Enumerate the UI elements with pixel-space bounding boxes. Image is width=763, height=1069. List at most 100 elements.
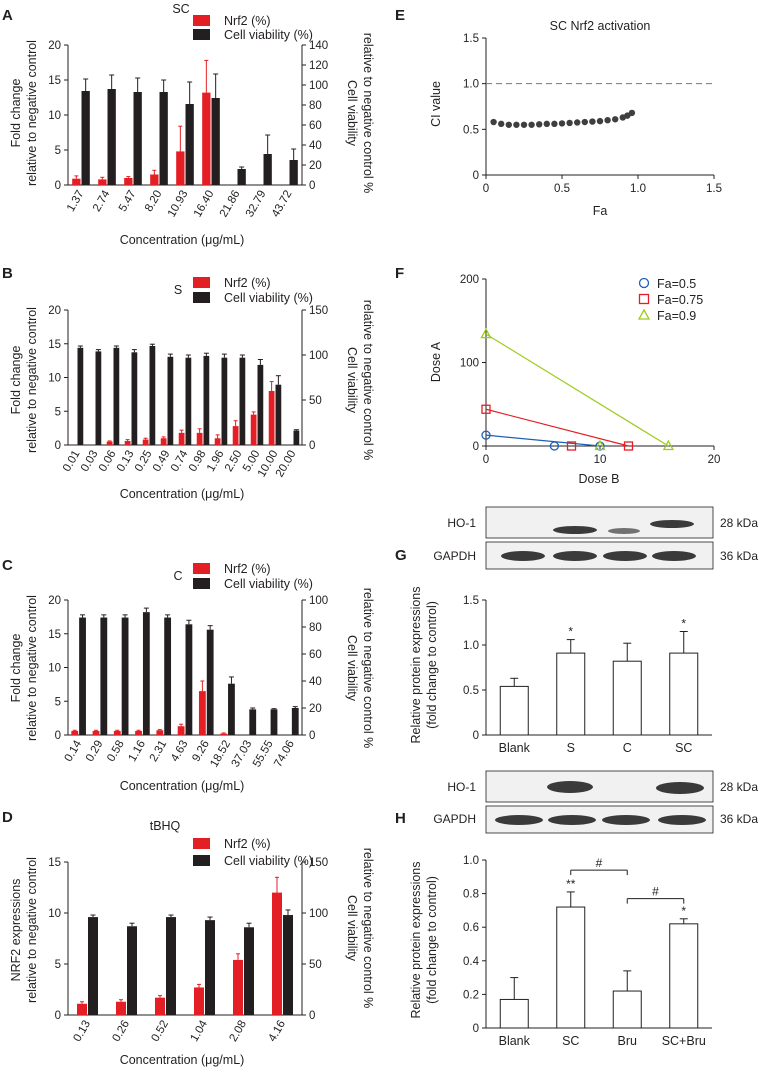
- panel-b-ytick-label: 15: [48, 339, 61, 351]
- panel-c-y2label-line1: Cell viability: [345, 635, 359, 702]
- panel-e-point: [589, 118, 596, 125]
- panel-a-bar-nrf2: [124, 178, 133, 185]
- panel-b-xtick-label: 0.06: [97, 449, 119, 474]
- panel-a-bar-viability: [159, 92, 168, 185]
- panel-e-ylabel: CI value: [429, 81, 443, 127]
- panel-a-ytick-label: 10: [48, 110, 61, 122]
- panel-d-ylabel-line1: NRF2 expressions: [9, 879, 23, 982]
- panel-c-bar-viability: [291, 708, 299, 735]
- panel-h-ytick-label: 0.8: [463, 889, 479, 901]
- panel-c-bar-nrf2: [177, 726, 185, 735]
- panel-e-ytick-label: 0.5: [463, 124, 479, 136]
- panel-d-ytick-label: 5: [55, 959, 61, 971]
- panel-b-bar-nrf2: [268, 391, 275, 445]
- panel-c-xtick-label: 2.31: [148, 739, 170, 764]
- panel-a-y2label-line1: Cell viability: [345, 80, 359, 147]
- panel-c-bar-viability: [206, 629, 214, 735]
- panel-b-legend: Nrf2 (%) Cell viability (%): [193, 276, 313, 305]
- panel-g-significance-mark: *: [568, 625, 573, 639]
- panel-b-ylabel-line2: relative to negative control: [25, 307, 39, 453]
- panel-h-xtick-label: SC+Bru: [662, 1034, 706, 1048]
- panel-c-xtick-label: 55.55: [251, 739, 276, 770]
- panel-e-xlabel: Fa: [593, 204, 608, 218]
- panel-d-y2label-line1: Cell viability: [345, 895, 359, 962]
- panel-c-bar-viability: [185, 624, 193, 735]
- panel-g-bar: [669, 652, 699, 736]
- panel-h-ytick-label: 0.6: [463, 922, 479, 934]
- panel-g-bar: [556, 652, 586, 736]
- panel-letter-b: B: [2, 265, 13, 282]
- panel-c-ytick-label: 5: [55, 696, 61, 708]
- panel-c-y2tick-label: 40: [309, 676, 322, 688]
- panel-letter-e: E: [395, 7, 405, 24]
- panel-c-y2tick-label: 80: [309, 622, 322, 634]
- panel-b-xtick-label: 1.96: [205, 449, 227, 474]
- panel-c-y2tick-label: 60: [309, 649, 322, 661]
- legend-label-fa05: Fa=0.5: [657, 277, 696, 291]
- panel-a-y2tick-label: 60: [309, 120, 322, 132]
- panel-a-bar-viability: [289, 160, 298, 185]
- panel-e-point: [628, 109, 636, 117]
- panel-f-xlabel: Dose B: [579, 472, 620, 486]
- panel-c-title: C: [173, 569, 182, 583]
- panel-e-point: [528, 121, 535, 128]
- panel-b-bar-viability: [77, 347, 84, 445]
- panel-d-bar-viability: [127, 926, 137, 1015]
- panel-a-ytick-label: 15: [48, 75, 61, 87]
- legend-swatch-nrf2: [193, 15, 210, 26]
- panel-e-xtick-label: 1.0: [630, 183, 646, 195]
- panel-a-bar-viability: [185, 104, 194, 185]
- panel-b-y2label-line2: relative to negative control %: [361, 300, 375, 461]
- panel-c-bar-viability: [249, 709, 257, 735]
- panel-g-xtick-label: C: [623, 741, 632, 755]
- panel-a-y2tick-label: 140: [309, 40, 328, 52]
- panel-f-fa-09-marker: [594, 439, 606, 451]
- panel-c-xtick-label: 9.26: [190, 739, 212, 764]
- panel-e-point: [566, 119, 573, 127]
- panel-d-ytick-label: 10: [48, 908, 61, 920]
- panel-e-point: [604, 117, 611, 124]
- panel-c-xtick-label: 0.58: [105, 739, 127, 764]
- legend-label-viability: Cell viability (%): [224, 854, 313, 868]
- panel-a-bar-nrf2: [202, 92, 211, 185]
- blot-band: [553, 551, 597, 561]
- panel-a-bar-nrf2: [72, 178, 81, 185]
- panel-h-xtick-label: Blank: [499, 1034, 531, 1048]
- panel-h-significance-mark: *: [681, 904, 686, 918]
- panel-b-bar-viability: [131, 352, 138, 445]
- panel-f-fa-09-line: [485, 333, 669, 447]
- panel-e-ytick-label: 1.5: [463, 33, 479, 45]
- panel-c-bar-viability: [164, 617, 172, 735]
- panel-h-ytick-label: 0.2: [463, 989, 479, 1001]
- legend-swatch-nrf2: [193, 277, 210, 288]
- panel-c-xtick-label: 18.52: [208, 739, 233, 770]
- panel-c-bar-nrf2: [113, 730, 121, 735]
- panel-f-fa-075-marker: [623, 441, 634, 451]
- panel-c-legend: Nrf2 (%) Cell viability (%): [193, 562, 313, 591]
- panel-d-xtick-label: 0.52: [150, 1019, 172, 1044]
- panel-b-y2tick-label: 150: [309, 305, 328, 317]
- panel-b-bar-viability: [257, 364, 264, 445]
- panel-d-ytick-label: 15: [48, 857, 61, 869]
- panel-c-bar-viability: [270, 709, 278, 735]
- blot-band: [650, 520, 694, 528]
- panel-a-bar-viability: [263, 154, 272, 185]
- panel-a-xlabel: Concentration (μg/mL): [120, 233, 245, 247]
- panel-e-xtick-label: 0.5: [554, 183, 570, 195]
- panel-d-bar-viability: [166, 917, 176, 1015]
- legend-swatch-viability: [193, 292, 210, 303]
- panel-a-y2tick-label: 80: [309, 100, 322, 112]
- panel-e-point: [581, 118, 588, 126]
- panel-c-y2tick-label: 0: [309, 730, 315, 742]
- panel-e-point: [574, 119, 581, 126]
- panel-a-bar-viability: [133, 92, 142, 185]
- panel-a-xtick-label: 16.40: [192, 189, 217, 220]
- panel-letter-h: H: [395, 810, 406, 827]
- panel-h-ytick-label: 0: [473, 1023, 479, 1035]
- panel-d-bar-viability: [244, 927, 254, 1015]
- legend-label-fa075: Fa=0.75: [657, 293, 703, 307]
- panel-d-legend: Nrf2 (%) Cell viability (%): [193, 837, 313, 868]
- panel-e-title: SC Nrf2 activation: [550, 19, 651, 33]
- blot-band: [656, 782, 704, 794]
- panel-c-xtick-label: 0.14: [63, 738, 85, 764]
